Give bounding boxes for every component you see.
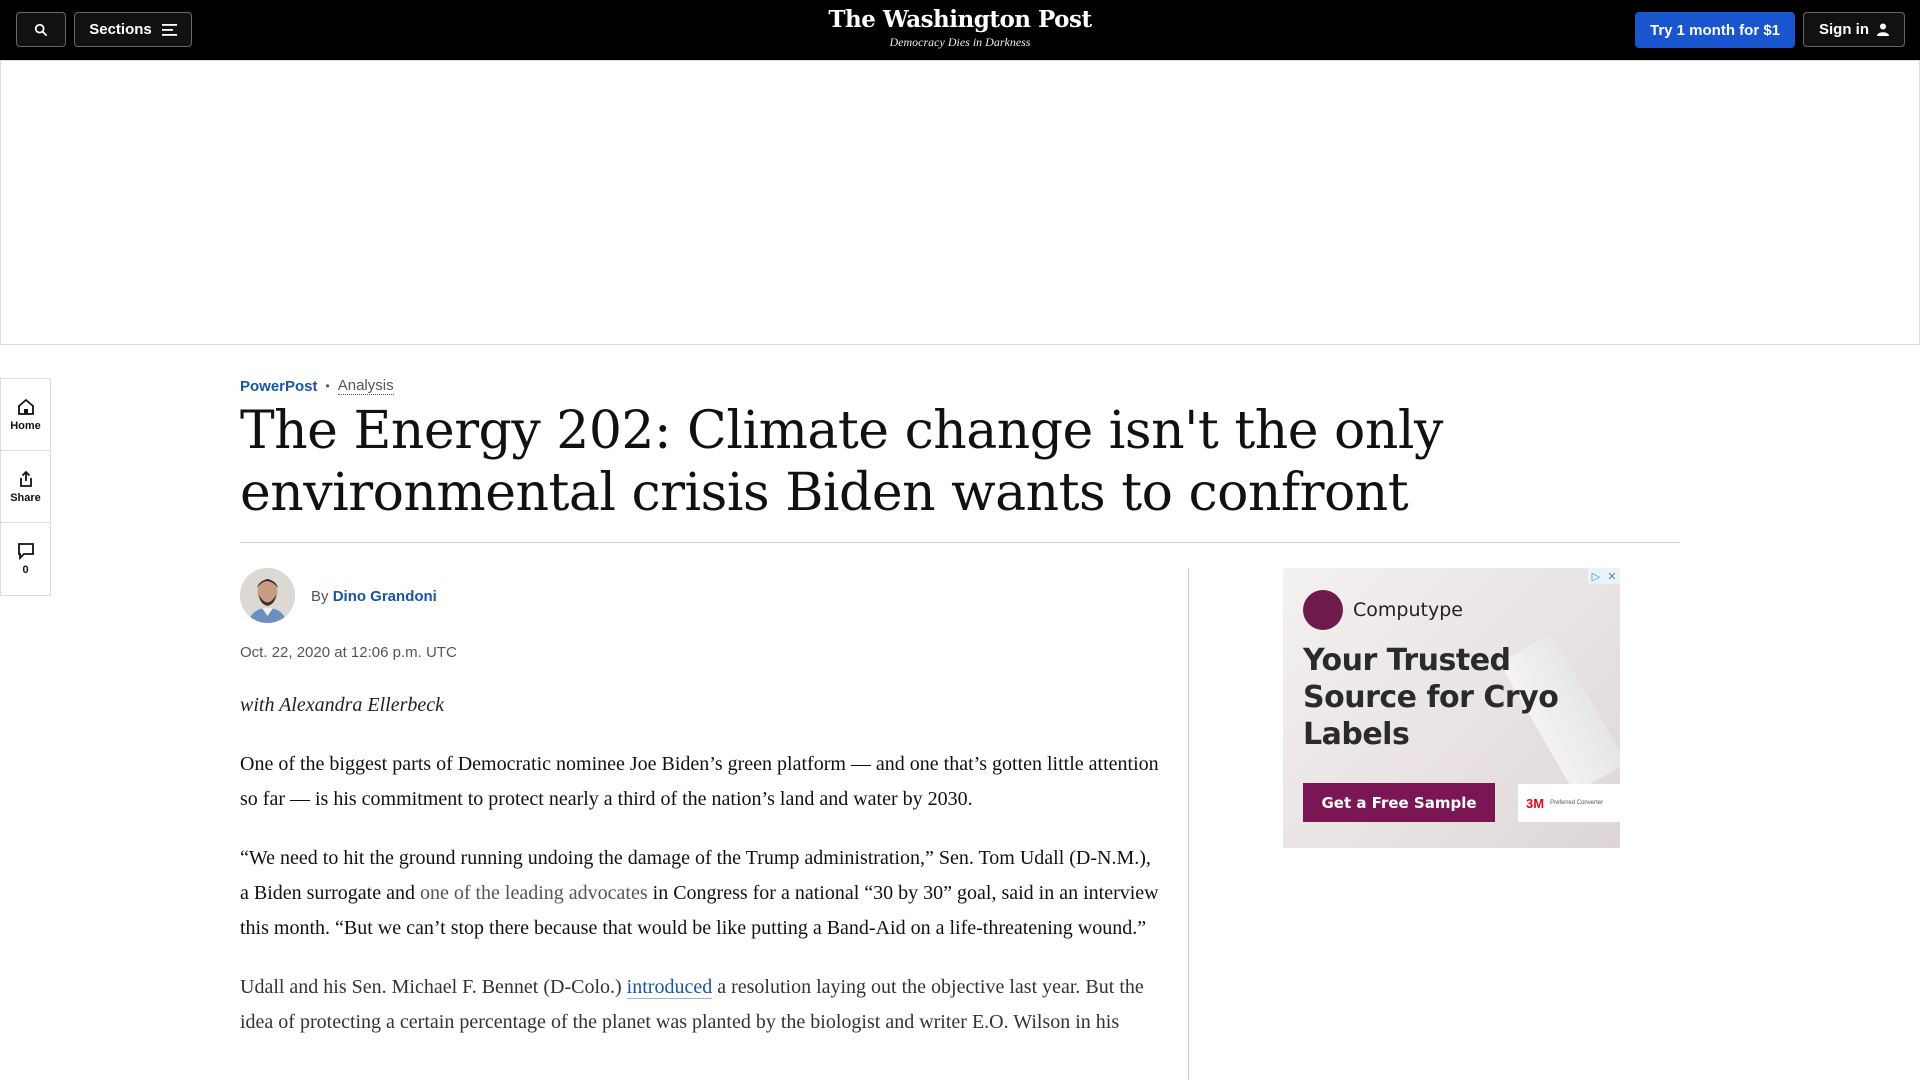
home-icon [17, 398, 34, 415]
comment-icon [17, 543, 34, 560]
author-portrait-icon [240, 568, 295, 623]
paragraph-3-text-b: a resolution laying out the objective la… [240, 976, 1144, 1033]
sections-menu-button[interactable]: Sections [74, 12, 192, 47]
paragraph-2: “We need to hit the ground running undoi… [240, 841, 1160, 946]
publish-date: Oct. 22, 2020 at 12:06 p.m. UTC [240, 644, 457, 661]
share-label: Share [10, 491, 41, 504]
share-button[interactable]: Share [1, 451, 50, 523]
top-navigation-bar: Sections The Washington Post Democracy D… [0, 0, 1920, 60]
home-label: Home [10, 419, 41, 432]
share-icon [19, 470, 32, 487]
ad-partner-badge: 3M Preferred Converter [1518, 784, 1620, 822]
author-link[interactable]: Dino Grandoni [332, 588, 437, 605]
column-divider [1188, 568, 1189, 1080]
ad-badge-text: Preferred Converter [1550, 799, 1604, 806]
byline-prefix: By [311, 588, 329, 605]
ad-badge-brand: 3M [1526, 795, 1545, 811]
ad-brand: Computype [1303, 590, 1463, 630]
leading-advocates-link[interactable]: one of the leading advocates [419, 882, 648, 904]
sign-in-label: Sign in [1819, 21, 1869, 38]
paragraph-2-text-a: “We need to hit the ground running undoi… [240, 847, 1151, 904]
top-ad-slot [0, 60, 1920, 345]
sidebar-ad[interactable]: ▷ ✕ Computype Your Trusted Source for Cr… [1283, 568, 1620, 848]
home-button[interactable]: Home [1, 379, 50, 451]
author-avatar[interactable] [240, 568, 295, 623]
left-action-rail: Home Share 0 [0, 378, 51, 596]
hamburger-icon [161, 23, 177, 36]
ad-choices-badge[interactable]: ▷ ✕ [1588, 568, 1620, 584]
paragraph-1: One of the biggest parts of Democratic n… [240, 753, 1159, 810]
paragraph-3: Udall and his Sen. Michael F. Bennet (D-… [240, 970, 1160, 1040]
article-headline: The Energy 202: Climate change isn't the… [240, 401, 1443, 523]
ad-close-icon: ✕ [1607, 570, 1617, 583]
comments-count: 0 [22, 564, 29, 576]
byline: By Dino Grandoni [311, 588, 437, 605]
paragraph-2-text-b: in Congress for a national “30 by 30” go… [240, 882, 1159, 939]
kicker-separator: • [325, 379, 330, 393]
ad-headline: Your Trusted Source for Cryo Labels [1303, 643, 1559, 752]
ad-brand-logo-icon [1303, 590, 1343, 630]
site-logo[interactable]: The Washington Post Democracy Dies in Da… [760, 6, 1160, 50]
article-body: with Alexandra Ellerbeck One of the bigg… [240, 688, 1160, 1064]
article-kicker: PowerPost • Analysis [240, 377, 394, 395]
introduced-link[interactable]: introduced [626, 976, 713, 999]
user-icon [1877, 23, 1889, 36]
ad-brand-name: Computype [1353, 599, 1463, 621]
ad-info-icon: ▷ [1591, 570, 1601, 583]
headline-divider [240, 542, 1680, 543]
comments-button[interactable]: 0 [1, 523, 50, 595]
search-icon [34, 23, 48, 36]
analysis-label[interactable]: Analysis [337, 377, 394, 395]
contributor-line: with Alexandra Ellerbeck [240, 694, 445, 716]
subscribe-trial-button[interactable]: Try 1 month for $1 [1635, 12, 1795, 48]
logo-name: The Washington Post [828, 6, 1092, 33]
sections-label: Sections [89, 21, 152, 38]
paragraph-3-text-a: Udall and his Sen. Michael F. Bennet (D-… [240, 976, 627, 998]
section-link[interactable]: PowerPost [240, 377, 318, 395]
sign-in-button[interactable]: Sign in [1803, 12, 1905, 47]
ad-cta-button[interactable]: Get a Free Sample [1303, 783, 1495, 822]
search-button[interactable] [16, 12, 66, 47]
logo-tagline: Democracy Dies in Darkness [889, 35, 1031, 49]
